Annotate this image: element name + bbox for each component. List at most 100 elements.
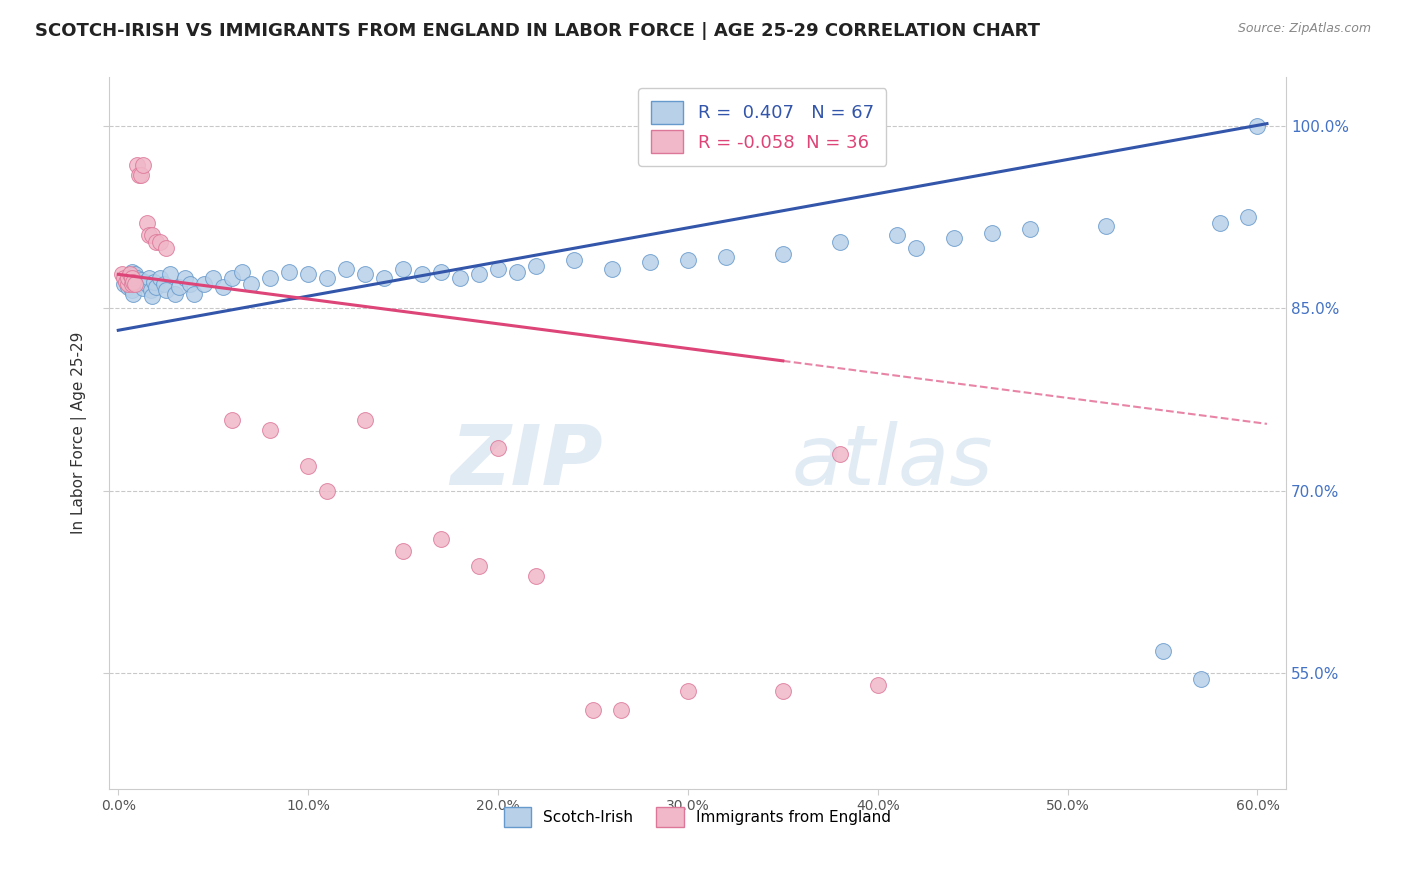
Point: [1237, 211, 1260, 225]
Point: [183, 286, 205, 301]
Point: [278, 265, 301, 279]
Point: [335, 262, 357, 277]
Point: [179, 277, 201, 291]
Point: [430, 533, 453, 547]
Point: [153, 277, 176, 291]
Point: [117, 277, 139, 291]
Y-axis label: In Labor Force | Age 25-29: In Labor Force | Age 25-29: [72, 332, 87, 534]
Text: atlas: atlas: [792, 421, 993, 502]
Point: [259, 423, 281, 437]
Point: [143, 275, 166, 289]
Point: [676, 684, 699, 698]
Point: [121, 277, 143, 291]
Point: [524, 259, 547, 273]
Point: [134, 275, 156, 289]
Point: [159, 268, 181, 282]
Point: [135, 277, 157, 291]
Point: [115, 275, 138, 289]
Point: [127, 271, 149, 285]
Point: [562, 252, 585, 267]
Point: [600, 262, 623, 277]
Point: [121, 265, 143, 279]
Point: [145, 279, 167, 293]
Point: [121, 271, 143, 285]
Point: [221, 413, 243, 427]
Point: [610, 702, 633, 716]
Point: [1018, 222, 1040, 236]
Point: [772, 684, 794, 698]
Point: [392, 262, 415, 277]
Point: [128, 277, 150, 291]
Point: [638, 255, 661, 269]
Point: [430, 265, 453, 279]
Point: [149, 271, 172, 285]
Point: [193, 277, 215, 291]
Point: [112, 277, 135, 291]
Point: [828, 447, 851, 461]
Point: [676, 252, 699, 267]
Point: [449, 271, 471, 285]
Point: [121, 283, 143, 297]
Point: [117, 271, 139, 285]
Point: [524, 569, 547, 583]
Text: SCOTCH-IRISH VS IMMIGRANTS FROM ENGLAND IN LABOR FORCE | AGE 25-29 CORRELATION C: SCOTCH-IRISH VS IMMIGRANTS FROM ENGLAND …: [35, 22, 1040, 40]
Point: [145, 235, 167, 249]
Point: [128, 168, 150, 182]
Point: [138, 271, 160, 285]
Point: [259, 271, 281, 285]
Point: [354, 268, 377, 282]
Point: [980, 226, 1002, 240]
Point: [1246, 119, 1268, 133]
Point: [942, 231, 965, 245]
Point: [118, 275, 141, 289]
Point: [468, 559, 491, 574]
Point: [582, 702, 605, 716]
Point: [149, 235, 172, 249]
Point: [112, 271, 135, 285]
Point: [866, 678, 889, 692]
Point: [373, 271, 395, 285]
Point: [297, 268, 319, 282]
Point: [165, 286, 187, 301]
Point: [129, 273, 152, 287]
Point: [392, 544, 415, 558]
Text: ZIP: ZIP: [450, 421, 603, 502]
Point: [1094, 219, 1116, 233]
Point: [117, 279, 139, 293]
Point: [904, 241, 927, 255]
Point: [240, 277, 263, 291]
Point: [211, 279, 233, 293]
Point: [111, 268, 134, 282]
Point: [772, 246, 794, 260]
Point: [354, 413, 377, 427]
Point: [141, 228, 163, 243]
Point: [714, 250, 737, 264]
Point: [316, 483, 339, 498]
Point: [132, 281, 155, 295]
Point: [316, 271, 339, 285]
Point: [155, 283, 177, 297]
Point: [141, 289, 163, 303]
Point: [167, 279, 190, 293]
Point: [231, 265, 253, 279]
Point: [468, 268, 491, 282]
Point: [124, 268, 146, 282]
Point: [118, 268, 141, 282]
Point: [202, 271, 225, 285]
Point: [122, 275, 145, 289]
Point: [1189, 672, 1212, 686]
Point: [127, 158, 149, 172]
Point: [124, 277, 146, 291]
Point: [129, 168, 152, 182]
Point: [132, 158, 155, 172]
Legend: Scotch-Irish, Immigrants from England: Scotch-Irish, Immigrants from England: [496, 799, 898, 834]
Point: [155, 241, 177, 255]
Point: [139, 283, 162, 297]
Point: [828, 235, 851, 249]
Point: [135, 216, 157, 230]
Point: [115, 271, 138, 285]
Point: [506, 265, 529, 279]
Point: [138, 228, 160, 243]
Point: [297, 459, 319, 474]
Point: [173, 271, 195, 285]
